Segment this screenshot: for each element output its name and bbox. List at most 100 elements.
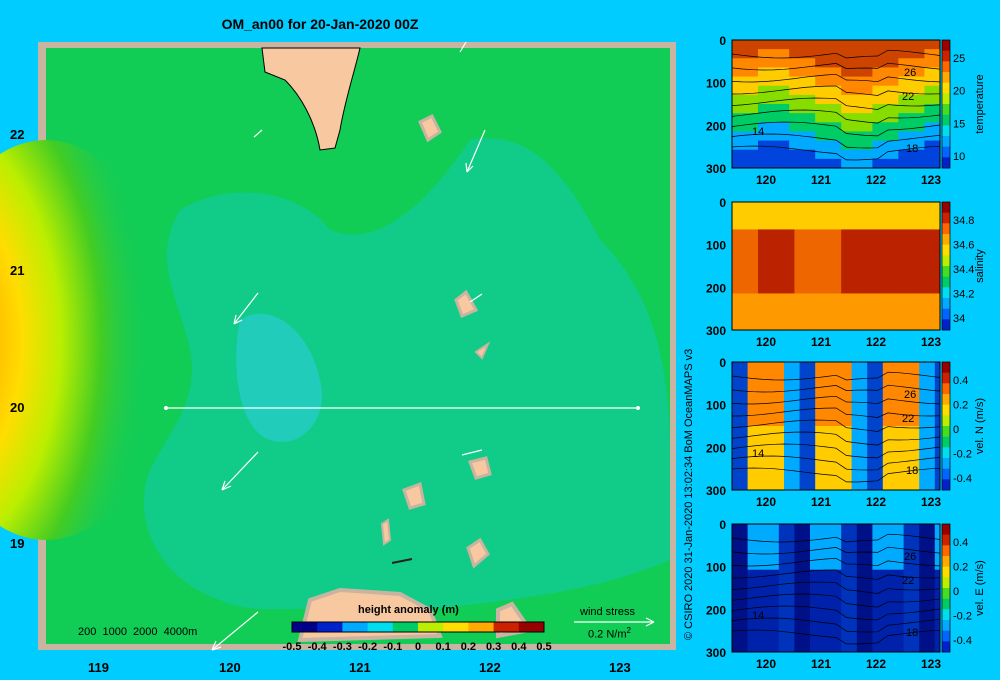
section-cell — [888, 158, 894, 169]
section-cell — [804, 320, 811, 331]
section-cell — [836, 480, 842, 491]
section-cell — [830, 122, 837, 132]
section-cell — [929, 569, 936, 580]
section-cell — [914, 256, 920, 267]
section-cell — [836, 140, 842, 151]
section-cell — [856, 578, 863, 589]
section-cell — [888, 85, 894, 96]
section-cell — [836, 49, 842, 59]
section-cell — [768, 597, 774, 607]
section-cell — [836, 311, 842, 322]
section-cell — [882, 67, 889, 77]
section-cell — [841, 293, 847, 303]
section-cell — [893, 569, 899, 580]
section-cell — [773, 444, 780, 454]
section-cell — [815, 293, 821, 303]
section-cell — [836, 533, 842, 543]
colorbar-swatch — [942, 415, 950, 427]
section-cell — [898, 266, 904, 276]
section-cell — [903, 320, 910, 331]
section-cell — [763, 58, 769, 68]
section-cell — [929, 407, 936, 418]
section-cell — [799, 113, 806, 123]
section-cell — [742, 140, 748, 151]
section-cell — [789, 320, 795, 331]
section-cell — [929, 389, 936, 399]
colorbar-tick: 0.1 — [436, 641, 451, 653]
section-cell — [924, 140, 930, 151]
contour-label: 18 — [906, 143, 918, 155]
section-cell — [778, 624, 785, 635]
section-cell — [820, 76, 826, 87]
section-cell — [872, 202, 878, 212]
section-cell — [898, 588, 904, 598]
section-cell — [846, 284, 852, 294]
section-cell — [867, 551, 873, 561]
section-cell — [836, 320, 842, 331]
lon-tick: 122 — [866, 335, 886, 349]
section-start — [164, 406, 168, 410]
lon-tick: 121 — [811, 657, 831, 671]
section-cell — [851, 229, 858, 239]
section-cell — [914, 480, 920, 491]
section-cell — [851, 462, 858, 473]
section-cell — [903, 633, 910, 644]
island — [474, 341, 491, 360]
section-cell — [747, 524, 754, 534]
colorbar-swatch — [942, 394, 950, 405]
depth-tick: 0 — [719, 518, 726, 532]
section-cell — [903, 362, 910, 372]
colorbar-swatch — [942, 468, 950, 480]
section-cell — [830, 642, 837, 653]
section-cell — [919, 229, 925, 239]
section-cell — [934, 275, 941, 285]
section-cell — [732, 247, 738, 258]
section-cell — [810, 642, 816, 653]
section-cell — [804, 560, 811, 571]
section-cell — [810, 389, 816, 399]
section-cell — [732, 113, 738, 123]
section-cell — [856, 275, 863, 285]
section-cell — [903, 104, 910, 114]
section-cell — [737, 444, 743, 454]
section-cell — [841, 551, 847, 561]
section-cell — [732, 122, 738, 132]
section-cell — [924, 311, 930, 322]
section-cell — [929, 49, 936, 59]
section-cell — [877, 524, 884, 534]
section-cell — [841, 588, 847, 598]
section-cell — [919, 588, 925, 598]
section-cell — [841, 158, 847, 169]
section-cell — [799, 624, 806, 635]
section-cell — [763, 211, 769, 221]
section-cell — [768, 588, 774, 598]
section-cell — [737, 220, 743, 230]
island — [402, 481, 426, 510]
colorbar-tick: -0.5 — [283, 641, 302, 653]
section-cell — [810, 158, 816, 169]
section-cell — [893, 122, 899, 132]
section-cell — [758, 256, 764, 267]
section-cell — [919, 560, 925, 571]
section-cell — [784, 471, 790, 482]
section-cell — [737, 371, 743, 381]
section-cell — [867, 533, 873, 543]
section-cell — [841, 238, 847, 249]
section-cell — [784, 284, 790, 294]
contour-line — [731, 133, 941, 149]
section-cell — [784, 311, 790, 322]
section-cell — [789, 284, 795, 294]
section-cell — [851, 471, 858, 482]
section-cell — [742, 293, 748, 303]
section-cell — [934, 266, 941, 276]
section-cell — [851, 444, 858, 454]
section-cell — [898, 380, 904, 390]
section-cell — [804, 140, 811, 151]
section-cell — [908, 320, 915, 331]
section-cell — [737, 211, 743, 221]
section-cell — [789, 40, 795, 50]
section-cell — [742, 158, 748, 169]
section-cell — [872, 569, 878, 580]
section-cell — [747, 293, 754, 303]
section-cell — [836, 633, 842, 644]
